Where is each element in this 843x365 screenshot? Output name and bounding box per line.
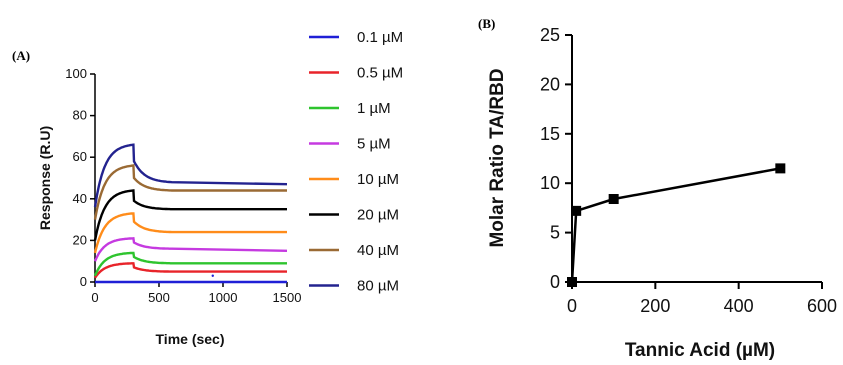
chart-a-x-tick-label: 1000 [209, 290, 238, 305]
chart-a-series-line [93, 189, 287, 241]
chart-b: 0 5 10 15 20 25 0 200 400 600 Tannic Acid (µM) M… [487, 25, 837, 361]
chart-b-y-tick-label: 20 [540, 74, 560, 94]
chart-a: 0 20 40 60 80 100 0 500 1000 1500 Time (sec) Res… [37, 66, 301, 347]
chart-b-data-point [775, 163, 786, 174]
chart-a-x-tick-label: 1500 [273, 290, 302, 305]
chart-b-y-tick-label: 5 [550, 223, 560, 243]
chart-b-data-point [608, 194, 619, 205]
legend-label: 20 µM [357, 207, 399, 224]
chart-b-y-tick-label: 25 [540, 25, 560, 45]
chart-a-y-tick-label: 0 [80, 274, 87, 289]
chart-a-y-label: Response (R.U) [37, 126, 53, 230]
legend-label: 5 µM [357, 136, 391, 153]
chart-b-data-point [567, 277, 577, 287]
chart-a-series-line [93, 251, 287, 277]
chart-a-marker-dot [211, 274, 214, 277]
chart-a-x-tick-label: 500 [148, 290, 170, 305]
chart-b-y-label: Molar Ratio TA/RBD [487, 68, 508, 247]
legend-label: 10 µM [357, 171, 399, 188]
legend-label: 80 µM [357, 278, 399, 295]
chart-a-y-tick-label: 60 [73, 149, 87, 164]
chart-a-y-tick-label: 40 [73, 191, 87, 206]
legend-label: 40 µM [357, 242, 399, 259]
chart-a-y-tick-label: 100 [65, 66, 87, 81]
chart-a-series-line [94, 262, 287, 279]
chart-b-y-tick-label: 0 [550, 272, 560, 292]
legend-label: 0.5 µM [357, 65, 403, 82]
legend-label: 1 µM [357, 100, 391, 117]
chart-b-y-tick-label: 10 [540, 173, 560, 193]
chart-b-series-line [570, 167, 781, 283]
chart-a-series-line [93, 236, 288, 262]
chart-a-x-tick-label: 0 [91, 290, 98, 305]
panel-b-label: (B) [478, 16, 495, 31]
chart-b-x-tick-label: 0 [567, 296, 577, 316]
chart-a-y-tick-label: 20 [73, 232, 87, 247]
chart-a-y-tick-label: 80 [73, 108, 87, 123]
chart-b-x-label: Tannic Acid (µM) [625, 340, 775, 361]
chart-b-x-tick-label: 600 [807, 296, 837, 316]
chart-b-x-tick-label: 400 [724, 296, 754, 316]
chart-a-series-line [93, 212, 287, 254]
chart-b-x-tick-label: 200 [640, 296, 670, 316]
panel-a-label: (A) [12, 48, 30, 63]
chart-a-series-line [93, 143, 288, 208]
chart-b-y-tick-label: 15 [540, 124, 560, 144]
chart-a-series-line [93, 164, 287, 220]
chart-a-legend: 0.1 µM 0.5 µM 1 µM 5 µM 10 µM 20 µM 40 µM 80 µM [309, 29, 403, 295]
chart-a-x-label: Time (sec) [156, 331, 225, 347]
chart-b-data-point [571, 205, 582, 216]
legend-label: 0.1 µM [357, 29, 403, 46]
